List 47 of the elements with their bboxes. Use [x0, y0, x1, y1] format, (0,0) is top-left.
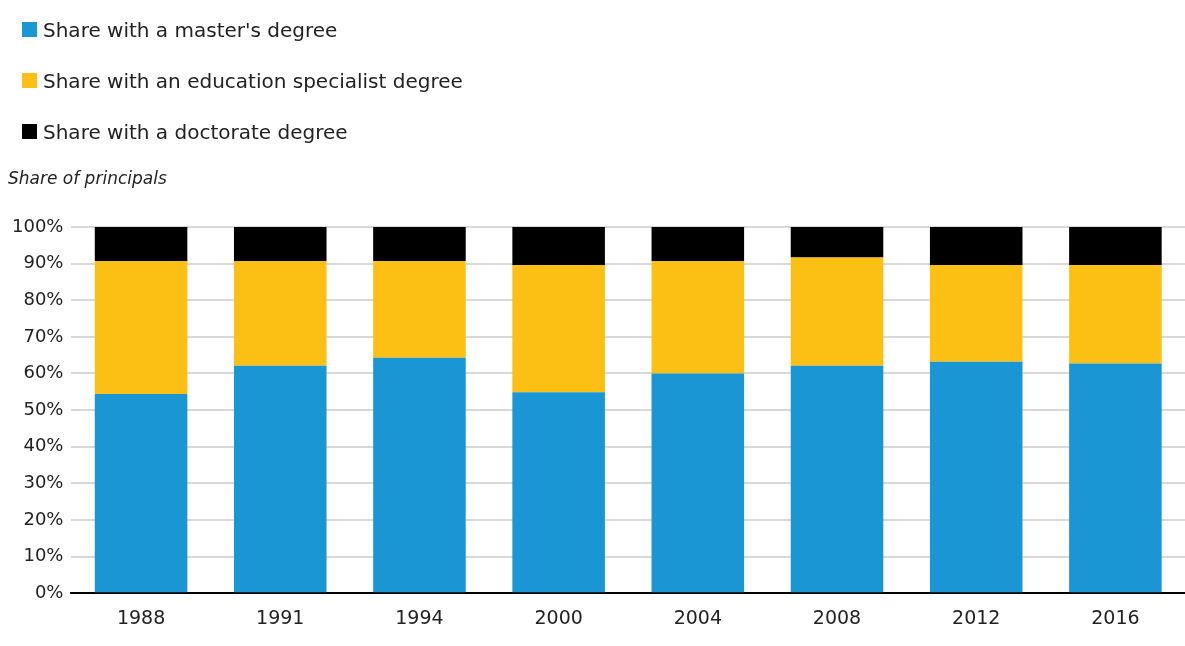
y-tick-label: 90% [23, 251, 64, 273]
bar [512, 392, 605, 593]
bar [929, 227, 1023, 266]
bar [1069, 227, 1162, 266]
y-tick-label: 50% [23, 397, 64, 419]
y-tick-label: 10% [23, 544, 64, 566]
bar [651, 261, 745, 374]
bar [373, 261, 466, 358]
x-tick-label: 2012 [952, 605, 1001, 628]
bar [373, 357, 466, 593]
bar [1069, 363, 1162, 593]
bar [1069, 265, 1162, 364]
x-tick-label: 1994 [395, 605, 444, 628]
y-tick-label: 100% [11, 214, 64, 236]
y-tick-label: 0% [34, 580, 64, 602]
bar [512, 265, 605, 393]
bar [929, 265, 1023, 362]
y-tick-label: 30% [23, 471, 64, 493]
bar [233, 365, 327, 593]
bar [651, 373, 745, 593]
x-tick-label: 2000 [534, 605, 583, 628]
bar [233, 261, 327, 366]
legend-label: Share with an education specialist degree [43, 68, 463, 93]
bar [651, 227, 745, 262]
x-tick-label: 1991 [256, 605, 305, 628]
bar [512, 227, 605, 266]
y-tick-label: 20% [23, 507, 64, 529]
y-tick-label: 80% [23, 287, 64, 309]
bar [790, 227, 884, 258]
y-tick-label: 60% [23, 361, 64, 383]
y-tick-label: 40% [23, 434, 64, 456]
x-tick-label: 1988 [116, 605, 166, 628]
bar [94, 393, 188, 593]
bar [94, 261, 188, 394]
bar [233, 227, 327, 262]
x-tick-label: 2008 [812, 605, 862, 628]
bar [929, 361, 1023, 593]
bar [790, 365, 884, 593]
y-axis-title: Share of principals [8, 168, 167, 188]
bar [94, 227, 188, 262]
legend-label: Share with a master's degree [43, 17, 338, 42]
x-tick-label: 2016 [1091, 605, 1140, 628]
legend-label: Share with a doctorate degree [43, 119, 348, 144]
bar [373, 227, 466, 262]
bar [790, 257, 884, 366]
x-tick-label: 2004 [673, 605, 723, 628]
y-tick-label: 70% [23, 324, 64, 346]
